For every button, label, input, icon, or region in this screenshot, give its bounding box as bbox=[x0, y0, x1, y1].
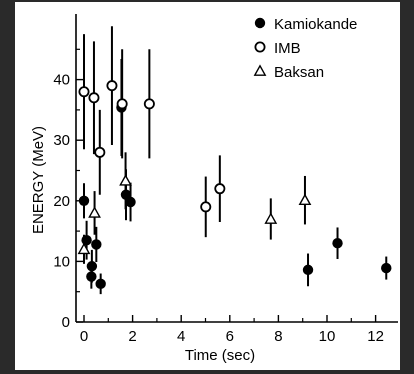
imb-point bbox=[106, 80, 118, 92]
baksan-point bbox=[88, 206, 101, 218]
x-tick-label: 6 bbox=[226, 328, 234, 345]
imb-point bbox=[88, 92, 100, 104]
imb-point bbox=[94, 146, 106, 158]
baksan-legend-label: Baksan bbox=[274, 64, 324, 81]
y-tick-label: 20 bbox=[53, 193, 70, 210]
kamiokande-point bbox=[86, 261, 98, 272]
imb-legend-marker bbox=[254, 41, 266, 53]
baksan-legend-marker bbox=[253, 64, 267, 76]
y-tick-label: 0 bbox=[62, 314, 70, 331]
kamiokande-point bbox=[332, 238, 343, 249]
kamiokande-legend-marker bbox=[254, 17, 266, 29]
kamiokande-point bbox=[95, 278, 106, 290]
kamiokande-point bbox=[81, 234, 92, 246]
y-axis-label: ENERGY (MeV) bbox=[30, 126, 47, 234]
chart-panel: 0 2 4 6 8 10 12 0 10 20 30 40 Time (sec) ENERGY (MeV)… bbox=[15, 2, 400, 370]
kamiokande-legend-label: Kamiokande bbox=[274, 16, 357, 33]
imb-point bbox=[143, 98, 155, 110]
x-tick-label: 10 bbox=[319, 328, 336, 345]
imb-point bbox=[214, 183, 226, 195]
y-tick-label: 30 bbox=[53, 132, 70, 149]
kamiokande-point bbox=[91, 239, 102, 250]
imb-point bbox=[200, 201, 212, 213]
y-tick-label: 40 bbox=[53, 72, 70, 89]
imb-point bbox=[78, 86, 90, 98]
y-tick-label: 10 bbox=[53, 253, 70, 270]
x-axis-label: Time (sec) bbox=[185, 347, 255, 364]
x-tick-label: 12 bbox=[367, 328, 384, 345]
baksan-point bbox=[119, 174, 132, 186]
kamiokande-point bbox=[86, 271, 97, 282]
kamiokande-point bbox=[78, 195, 90, 206]
neutrino-energy-chart: 0 2 4 6 8 10 12 0 10 20 30 40 Time (sec) ENERGY (MeV)… bbox=[30, 14, 398, 364]
kamiokande-point bbox=[381, 262, 392, 274]
kamiokande-point bbox=[302, 264, 314, 276]
x-tick-label: 2 bbox=[128, 328, 136, 345]
x-tick-label: 0 bbox=[80, 328, 88, 345]
x-tick-label: 4 bbox=[177, 328, 185, 345]
kamiokande-point bbox=[125, 196, 136, 208]
baksan-point bbox=[298, 193, 312, 206]
imb-legend-label: IMB bbox=[274, 40, 301, 57]
baksan-point bbox=[77, 242, 91, 255]
x-tick-label: 8 bbox=[274, 328, 282, 345]
baksan-point bbox=[264, 212, 278, 224]
imb-point bbox=[116, 98, 128, 110]
